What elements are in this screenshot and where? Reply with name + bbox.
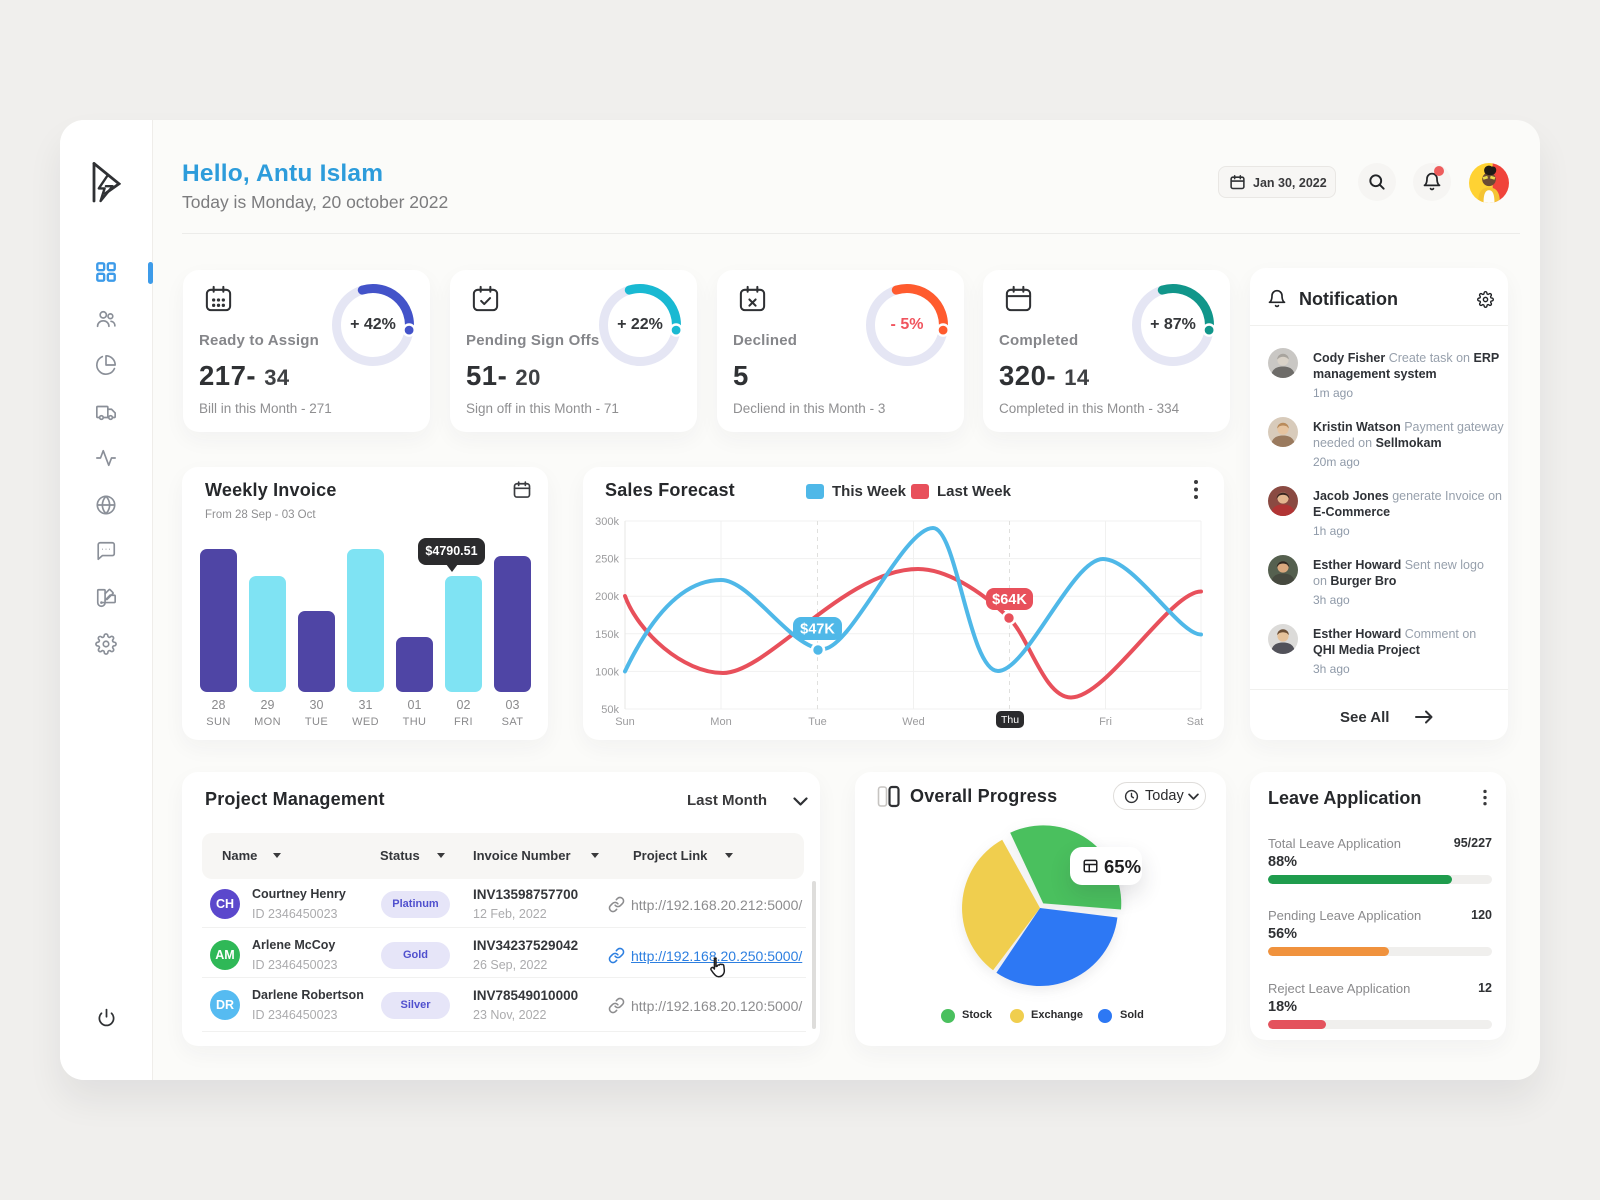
svg-text:100k: 100k bbox=[595, 666, 619, 678]
svg-text:50k: 50k bbox=[601, 704, 619, 716]
svg-text:$47K: $47K bbox=[800, 622, 835, 638]
svg-text:$64K: $64K bbox=[992, 592, 1027, 608]
svg-text:200k: 200k bbox=[595, 591, 619, 603]
svg-text:Tue: Tue bbox=[808, 716, 827, 728]
svg-text:Mon: Mon bbox=[710, 716, 731, 728]
svg-text:250k: 250k bbox=[595, 554, 619, 566]
svg-text:Sat: Sat bbox=[1187, 716, 1204, 728]
svg-text:300k: 300k bbox=[595, 516, 619, 528]
svg-text:Sun: Sun bbox=[615, 716, 635, 728]
svg-text:150k: 150k bbox=[595, 629, 619, 641]
svg-text:Thu: Thu bbox=[1001, 714, 1019, 726]
svg-text:Wed: Wed bbox=[902, 716, 924, 728]
svg-text:Fri: Fri bbox=[1099, 716, 1112, 728]
